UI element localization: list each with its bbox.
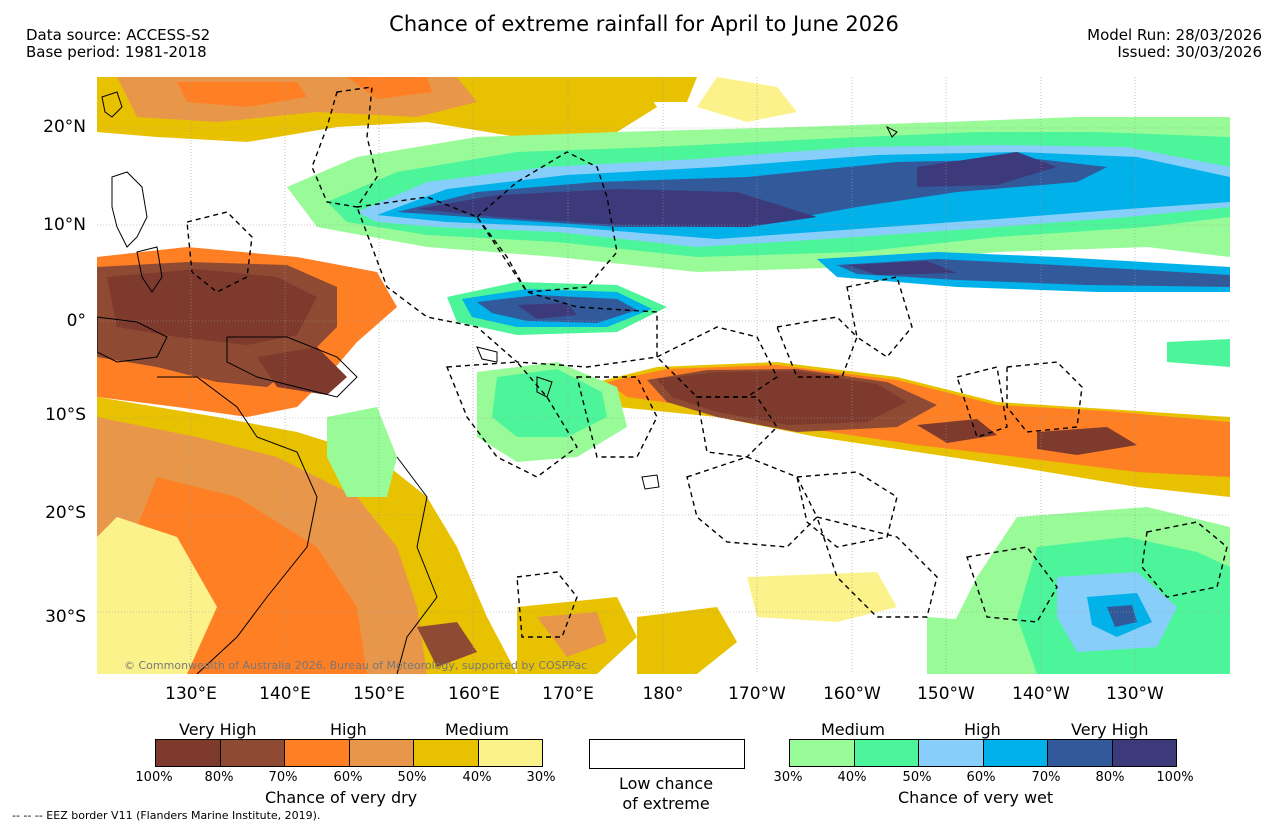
lat-label: 20°N — [43, 117, 86, 137]
low-chance-line2: of extreme — [622, 794, 710, 813]
lon-label: 150°E — [353, 684, 405, 704]
wet-swatch — [1047, 739, 1113, 767]
wet-tick: 30% — [773, 770, 803, 785]
dry-swatch — [284, 739, 350, 767]
dry-level-medium: Medium — [445, 720, 509, 739]
central-south-dry-band — [597, 362, 1230, 497]
rainfall-map — [97, 77, 1230, 674]
wet-legend-title: Chance of very wet — [898, 788, 1054, 807]
low-chance-swatch — [589, 739, 745, 769]
data-source-info: Data source: ACCESS-S2 Base period: 1981… — [26, 27, 210, 61]
lon-label: 160°W — [823, 684, 881, 704]
wet-level-high: High — [964, 720, 1001, 739]
southwest-dry-region — [97, 397, 897, 674]
dry-tick: 50% — [397, 770, 427, 785]
west-equatorial-dry — [97, 247, 397, 417]
dry-swatch — [477, 739, 543, 767]
dry-tick: 70% — [268, 770, 298, 785]
lon-label: 170°W — [728, 684, 786, 704]
lon-label: 170°E — [542, 684, 594, 704]
wet-swatch — [789, 739, 855, 767]
dry-tick: 60% — [333, 770, 363, 785]
south-wet-patches — [327, 362, 1230, 674]
wet-tick: 40% — [837, 770, 867, 785]
dry-swatch — [348, 739, 414, 767]
lat-label: 10°S — [45, 405, 86, 425]
wet-swatch — [853, 739, 919, 767]
wet-level-very-high: Very High — [1071, 720, 1149, 739]
base-period: Base period: 1981-2018 — [26, 43, 207, 61]
north-wet-band — [287, 117, 1230, 292]
dry-swatch — [155, 739, 221, 767]
run-info: Model Run: 28/03/2026 Issued: 30/03/2026 — [1087, 27, 1262, 61]
lon-label: 150°W — [917, 684, 975, 704]
lon-label: 130°E — [165, 684, 217, 704]
map-title: Chance of extreme rainfall for April to … — [389, 12, 899, 36]
dry-legend-title: Chance of very dry — [265, 788, 418, 807]
wet-swatch — [1111, 739, 1177, 767]
wet-tick: 70% — [1031, 770, 1061, 785]
coastlines — [97, 91, 898, 674]
model-run: Model Run: 28/03/2026 — [1087, 26, 1262, 44]
data-source: Data source: ACCESS-S2 — [26, 26, 211, 44]
dry-tick: 80% — [204, 770, 234, 785]
lat-label: 0° — [66, 311, 86, 331]
dry-level-very-high: Very High — [179, 720, 257, 739]
eez-footnote: -- -- -- EEZ border V11 (Flanders Marine… — [12, 809, 321, 822]
wet-tick: 80% — [1095, 770, 1125, 785]
dry-level-high: High — [330, 720, 367, 739]
copyright-notice: © Commonwealth of Australia 2026, Bureau… — [124, 659, 588, 672]
dry-tick: 100% — [135, 770, 173, 785]
lat-label: 30°S — [45, 607, 86, 627]
lat-label: 10°N — [43, 215, 86, 235]
wet-swatch — [918, 739, 984, 767]
eez-borders — [186, 86, 1228, 638]
wet-tick: 50% — [902, 770, 932, 785]
lon-label: 130°W — [1106, 684, 1164, 704]
dry-tick: 40% — [462, 770, 492, 785]
lon-label: 140°E — [259, 684, 311, 704]
wet-tick: 100% — [1156, 770, 1194, 785]
issued-date: Issued: 30/03/2026 — [1117, 43, 1262, 61]
dry-swatch — [219, 739, 285, 767]
lat-label: 20°S — [45, 503, 86, 523]
lon-label: 140°W — [1012, 684, 1070, 704]
wet-level-medium: Medium — [821, 720, 885, 739]
north-dry-region — [97, 77, 797, 142]
dry-tick: 30% — [526, 770, 556, 785]
low-chance-label: Low chance of extreme — [580, 774, 752, 814]
wet-swatch — [982, 739, 1048, 767]
wet-tick: 60% — [966, 770, 996, 785]
graticule — [97, 77, 1230, 674]
dry-swatch — [413, 739, 479, 767]
low-chance-line1: Low chance — [618, 774, 714, 793]
lon-label: 160°E — [448, 684, 500, 704]
lon-label: 180° — [642, 684, 684, 704]
equatorial-wet-patch — [447, 282, 1230, 367]
